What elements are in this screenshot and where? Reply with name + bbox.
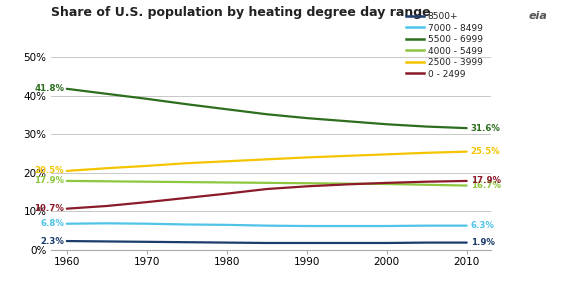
Text: Share of U.S. population by heating degree day range: Share of U.S. population by heating degr… [51,6,430,19]
Text: 1.9%: 1.9% [471,238,495,247]
Text: 6.3%: 6.3% [471,221,495,230]
Text: 6.8%: 6.8% [41,219,64,228]
Legend: 8500+, 7000 - 8499, 5500 - 6999, 4000 - 5499, 2500 - 3999, 0 - 2499: 8500+, 7000 - 8499, 5500 - 6999, 4000 - … [402,8,486,82]
Text: 20.5%: 20.5% [35,166,64,176]
Text: 25.5%: 25.5% [471,147,500,156]
Text: 41.8%: 41.8% [34,84,64,93]
Text: 10.7%: 10.7% [34,204,64,213]
Text: 17.9%: 17.9% [471,176,501,185]
Text: 31.6%: 31.6% [471,124,501,133]
Text: 2.3%: 2.3% [41,237,64,246]
Text: 16.7%: 16.7% [471,181,501,190]
Text: eia: eia [528,11,547,21]
Text: 17.9%: 17.9% [34,176,64,185]
